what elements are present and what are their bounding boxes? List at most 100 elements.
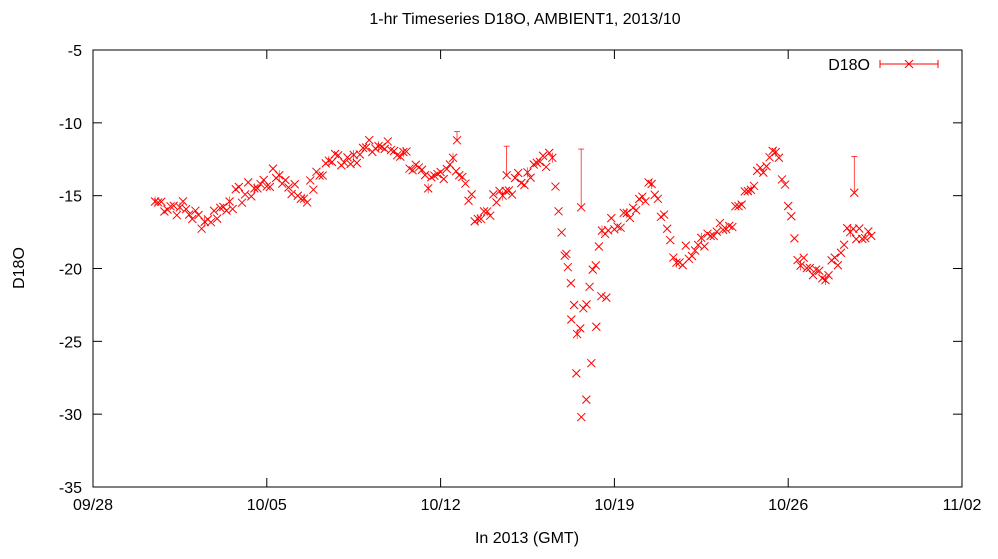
data-point xyxy=(392,150,402,160)
data-point xyxy=(489,190,498,199)
data-point xyxy=(585,282,594,292)
data-point xyxy=(811,265,821,274)
data-point xyxy=(191,206,200,216)
data-point xyxy=(482,207,492,216)
data-point xyxy=(718,225,728,235)
data-point xyxy=(215,203,225,213)
data-point xyxy=(622,208,632,218)
data-point xyxy=(355,150,365,159)
data-point xyxy=(417,165,427,175)
data-point xyxy=(197,224,206,234)
y-tick-label: -20 xyxy=(59,262,82,279)
legend-marker xyxy=(879,59,939,69)
legend: D18O xyxy=(828,57,939,74)
data-point xyxy=(281,175,290,185)
data-point xyxy=(644,178,653,187)
data-point xyxy=(743,186,753,196)
data-point xyxy=(495,186,504,196)
data-point xyxy=(464,196,473,206)
data-point xyxy=(172,210,182,220)
data-point xyxy=(352,158,362,168)
data-point xyxy=(423,184,433,193)
data-point xyxy=(513,168,523,178)
y-tick-label: -35 xyxy=(59,480,82,497)
data-point xyxy=(724,221,734,231)
data-point xyxy=(299,194,309,203)
data-point xyxy=(250,184,259,193)
data-point xyxy=(849,188,859,198)
data-point xyxy=(476,214,486,224)
data-point xyxy=(774,153,784,163)
data-point xyxy=(706,231,715,241)
x-tick-label: 11/02 xyxy=(943,497,982,514)
data-point xyxy=(591,322,601,332)
y-tick-label: -30 xyxy=(59,407,82,424)
data-point xyxy=(156,197,166,207)
y-tick-label: -15 xyxy=(59,189,82,206)
data-point xyxy=(420,170,430,180)
data-point xyxy=(755,163,765,173)
data-point xyxy=(510,173,520,183)
data-point xyxy=(571,369,581,378)
data-point xyxy=(569,300,579,310)
data-point xyxy=(402,147,411,156)
data-point xyxy=(498,191,508,201)
data-point xyxy=(502,170,512,180)
data-point xyxy=(448,153,458,163)
data-point xyxy=(731,201,740,211)
data-point xyxy=(659,210,669,219)
data-point xyxy=(746,185,756,195)
data-point xyxy=(395,152,405,161)
data-point xyxy=(551,182,560,191)
data-point xyxy=(687,251,697,261)
data-point xyxy=(563,262,573,272)
data-point xyxy=(343,152,352,162)
data-point xyxy=(601,293,611,302)
data-point xyxy=(554,206,563,216)
data-point xyxy=(696,233,706,243)
data-point xyxy=(184,210,194,219)
data-point xyxy=(762,161,771,171)
data-point xyxy=(374,141,383,151)
data-point xyxy=(737,200,746,209)
data-point xyxy=(181,204,191,214)
data-point xyxy=(669,253,678,262)
data-point xyxy=(799,253,809,263)
data-point xyxy=(485,211,495,221)
data-point xyxy=(501,186,511,196)
data-point xyxy=(833,260,843,270)
data-point xyxy=(712,227,722,236)
data-point xyxy=(265,182,275,192)
data-point xyxy=(588,265,598,275)
data-point xyxy=(399,147,408,157)
data-point xyxy=(526,173,535,182)
y-axis-label: D18O xyxy=(11,247,28,289)
data-point xyxy=(805,263,815,273)
data-point xyxy=(520,180,529,190)
data-point xyxy=(777,175,787,184)
data-point xyxy=(225,197,234,206)
data-point xyxy=(256,179,265,189)
data-point xyxy=(358,143,368,153)
data-point xyxy=(616,223,625,233)
data-point xyxy=(284,183,293,192)
data-point xyxy=(318,171,328,180)
data-point xyxy=(287,189,296,199)
x-tick-label: 10/05 xyxy=(247,497,287,514)
data-point xyxy=(315,171,324,180)
data-point xyxy=(579,303,588,313)
data-point xyxy=(700,242,709,251)
data-point xyxy=(361,143,371,152)
data-point xyxy=(653,194,663,204)
data-point xyxy=(457,172,467,182)
data-point xyxy=(824,270,833,280)
data-point xyxy=(665,235,675,245)
data-point xyxy=(541,162,551,172)
data-point xyxy=(408,165,418,175)
data-point xyxy=(765,152,774,162)
data-point xyxy=(529,160,539,169)
data-point xyxy=(153,198,163,207)
data-point xyxy=(771,147,781,157)
data-point xyxy=(538,151,548,161)
data-point xyxy=(222,206,231,215)
